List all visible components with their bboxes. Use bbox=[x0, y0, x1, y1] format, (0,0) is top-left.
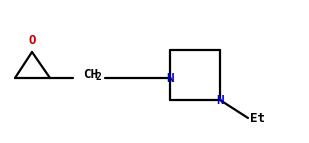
Text: N: N bbox=[166, 72, 174, 85]
Text: N: N bbox=[216, 94, 224, 107]
Text: O: O bbox=[28, 33, 36, 46]
Text: CH: CH bbox=[83, 67, 98, 81]
Text: Et: Et bbox=[250, 112, 265, 125]
Text: 2: 2 bbox=[96, 72, 102, 82]
